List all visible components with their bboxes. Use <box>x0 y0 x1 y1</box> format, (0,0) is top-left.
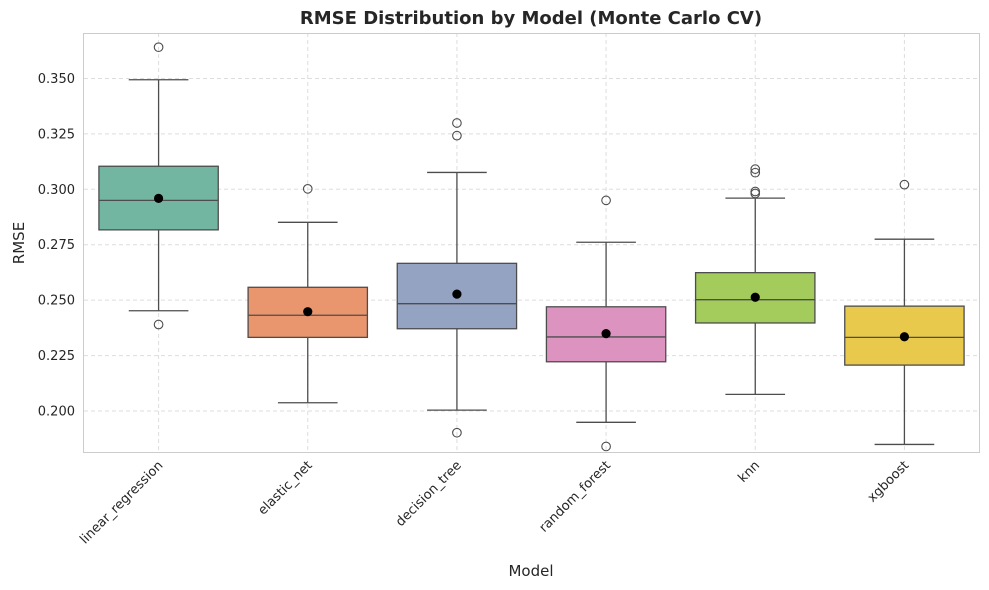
box-group-elastic_net <box>247 184 369 404</box>
plot-area-border <box>83 33 980 453</box>
box-group-xgboost <box>844 179 965 446</box>
outlier-point <box>452 130 462 141</box>
y-tick-label: 0.250 <box>38 294 75 309</box>
y-tick-label: 0.325 <box>38 127 75 142</box>
boxes-layer <box>98 42 965 452</box>
y-tick-label: 0.350 <box>38 72 75 87</box>
outlier-point <box>153 42 164 53</box>
mean-marker <box>452 289 462 299</box>
chart-title: RMSE Distribution by Model (Monte Carlo … <box>300 8 762 29</box>
x-axis-label: Model <box>508 562 553 580</box>
outlier-point <box>601 195 611 206</box>
outlier-point <box>302 184 313 194</box>
outlier-point <box>750 188 761 199</box>
outlier-point <box>452 427 462 438</box>
outlier-point <box>452 118 462 128</box>
mean-marker <box>153 193 164 203</box>
mean-marker <box>750 292 760 302</box>
y-axis-label: RMSE <box>10 222 28 264</box>
y-tick-label: 0.300 <box>38 183 75 198</box>
mean-marker <box>601 329 611 339</box>
y-tick-labels: 0.200 0.225 0.250 0.275 0.300 0.325 0.350 <box>38 72 75 420</box>
grid-layer <box>84 33 979 452</box>
mean-marker <box>899 332 910 342</box>
box-group-knn <box>694 164 816 396</box>
outlier-point <box>601 441 611 452</box>
outlier-point <box>750 167 761 178</box>
y-tick-label: 0.225 <box>38 349 75 364</box>
iqr-box <box>844 305 965 366</box>
box-group-decision_tree <box>396 118 518 438</box>
mean-marker <box>303 307 313 317</box>
box-group-linear_regression <box>98 42 219 330</box>
outlier-point <box>153 319 164 330</box>
y-tick-label: 0.200 <box>38 404 75 419</box>
box-group-random_forest <box>545 195 667 452</box>
outlier-point <box>899 179 910 190</box>
y-tick-label: 0.275 <box>38 238 75 253</box>
outlier-point <box>750 164 761 174</box>
